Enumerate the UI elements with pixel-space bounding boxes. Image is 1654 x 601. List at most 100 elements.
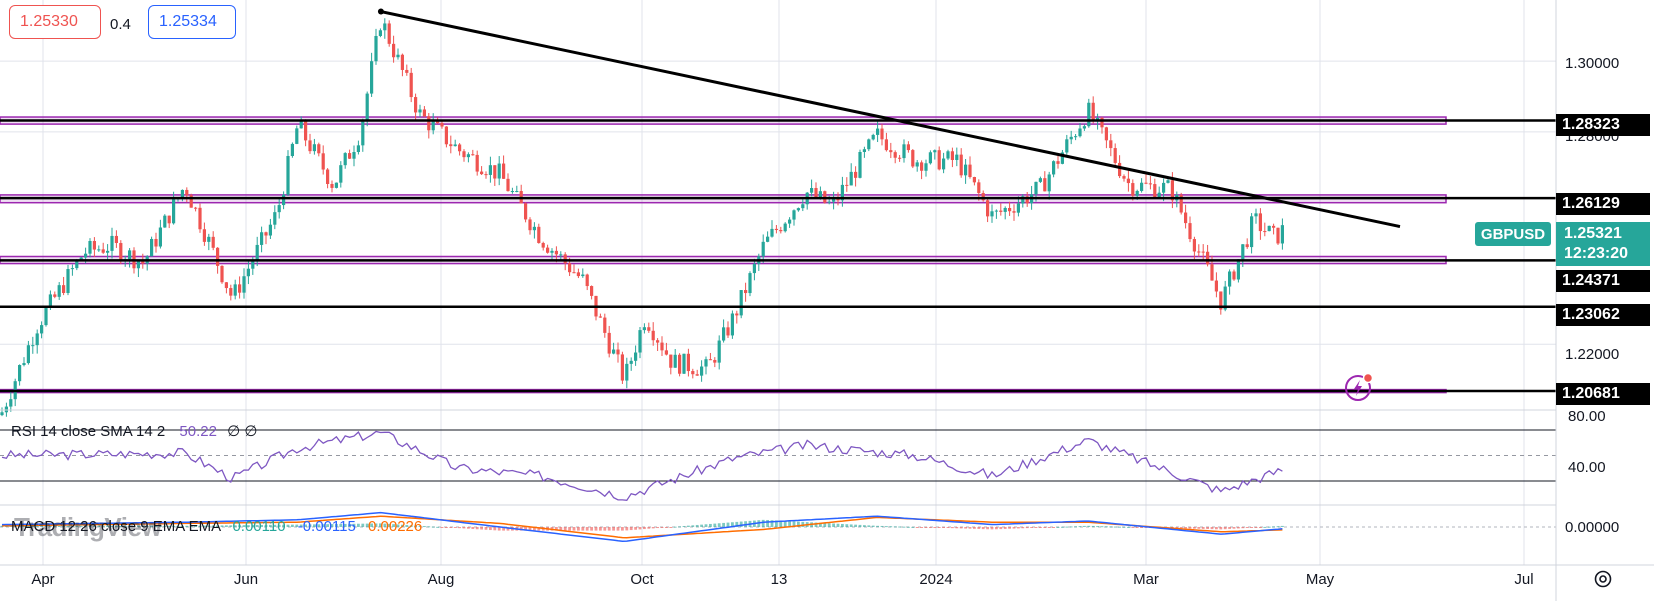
macd-histogram-bar (445, 527, 448, 528)
candle-body (405, 69, 409, 73)
candle-body (568, 263, 572, 273)
candle-body (942, 158, 946, 170)
candle-body (387, 23, 391, 44)
candle-body (695, 374, 699, 376)
candle-body (1060, 152, 1064, 164)
time-label: 2024 (919, 571, 953, 588)
macd-legend[interactable]: MACD 12 26 close 9 EMA EMA 0.00110 -0.00… (11, 518, 422, 535)
candle-body (352, 152, 356, 159)
macd-histogram-bar (1223, 527, 1227, 530)
candle-body (708, 359, 712, 361)
macd-histogram-bar (242, 525, 246, 527)
candle-body (871, 134, 875, 140)
macd-histogram-bar (431, 526, 435, 528)
candle-body (1179, 194, 1183, 213)
level-tag-3[interactable]: 1.24371 (1556, 270, 1650, 292)
trendline[interactable] (377, 8, 1401, 229)
candle-body (937, 150, 941, 170)
candle-body (946, 151, 950, 159)
candle-body (119, 243, 123, 261)
macd-histogram-bar (1096, 526, 1099, 528)
candle-body (4, 406, 8, 413)
level-tag-2[interactable]: 1.26129 (1556, 193, 1650, 215)
candle-body (40, 325, 44, 334)
level-tag-4[interactable]: 1.23062 (1556, 304, 1650, 326)
macd-histogram-bar (1118, 526, 1121, 528)
candle-body (1250, 216, 1254, 248)
level-lines[interactable] (0, 119, 1556, 393)
candle-body (1012, 211, 1016, 213)
candle-body (154, 238, 158, 247)
macd-histogram-bar (783, 520, 787, 527)
candle-body (814, 188, 818, 198)
candle-body (1109, 140, 1113, 149)
macd-histogram-bar (348, 523, 351, 527)
candle-body (1201, 251, 1205, 253)
candle-body (0, 412, 4, 416)
grid-lines (0, 0, 1556, 565)
candle-body (968, 164, 972, 178)
candle-body (889, 150, 893, 153)
macd-histogram-bar (493, 527, 497, 531)
macd-histogram-bar (968, 527, 972, 529)
rsi-legend[interactable]: RSI 14 close SMA 14 2 50.22 ∅ ∅ (11, 422, 257, 440)
candle-body (656, 340, 660, 343)
candle-body (1131, 183, 1135, 196)
candle-body (546, 247, 550, 253)
macd-histogram-bar (951, 527, 954, 529)
macd-histogram-bar (1025, 527, 1029, 529)
macd-histogram-bar (911, 526, 915, 528)
macd-histogram-bar (792, 521, 796, 527)
sell-price-button[interactable]: 1.25330 (9, 5, 101, 39)
candle-body (1025, 196, 1029, 204)
candle-body (783, 223, 787, 232)
candle-body (224, 282, 228, 289)
macd-histogram-bar (1008, 527, 1011, 529)
candle-body (1074, 136, 1078, 138)
candle-body (541, 242, 545, 248)
macd-histogram-bar (449, 527, 453, 528)
macd-histogram-bar (1188, 527, 1192, 529)
macd-histogram-bar (1179, 527, 1183, 529)
buy-price-button[interactable]: 1.25334 (148, 5, 236, 39)
macd-histogram-bar (612, 527, 615, 531)
macd-histogram-bar (207, 525, 211, 527)
candle-body (1245, 244, 1249, 248)
candle-body (915, 162, 919, 167)
candle-body (1157, 192, 1161, 198)
candle-body (378, 30, 382, 36)
macd-histogram-bar (150, 525, 153, 527)
candle-body (717, 340, 721, 363)
macd-histogram-bar (1061, 526, 1064, 528)
macd-histogram-bar (999, 527, 1003, 530)
candle-body (1144, 182, 1148, 184)
macd-histogram-bar (343, 523, 347, 527)
candle-body (185, 189, 189, 196)
macd-histogram-bar (247, 525, 250, 527)
macd-histogram-bar (1127, 526, 1130, 528)
candle-body (924, 163, 928, 171)
candle-body (70, 268, 74, 270)
macd-histogram-bar (722, 522, 725, 527)
candle-body (427, 116, 431, 131)
candle-body (1263, 231, 1267, 233)
candle-body (150, 238, 154, 257)
macd-histogram-bar (374, 523, 378, 527)
candle-body (308, 140, 312, 152)
candle-body (1113, 148, 1117, 163)
macd-histogram-bar (607, 527, 611, 531)
level-tag-1[interactable]: 1.28323 (1556, 114, 1650, 136)
macd-signal-value: 0.00226 (368, 518, 423, 535)
macd-histogram-bar (1171, 527, 1174, 529)
candle-body (480, 171, 484, 175)
lightning-alert-icon[interactable] (1344, 372, 1374, 402)
macd-histogram-bar (704, 524, 708, 527)
candle-body (779, 230, 783, 232)
candle-body (1065, 139, 1069, 153)
macd-histogram-bar (84, 525, 87, 527)
candle-body (867, 139, 871, 150)
settings-gear-icon[interactable] (1593, 569, 1613, 589)
macd-histogram-bar (1039, 527, 1042, 528)
level-tag-5[interactable]: 1.20681 (1556, 383, 1650, 405)
